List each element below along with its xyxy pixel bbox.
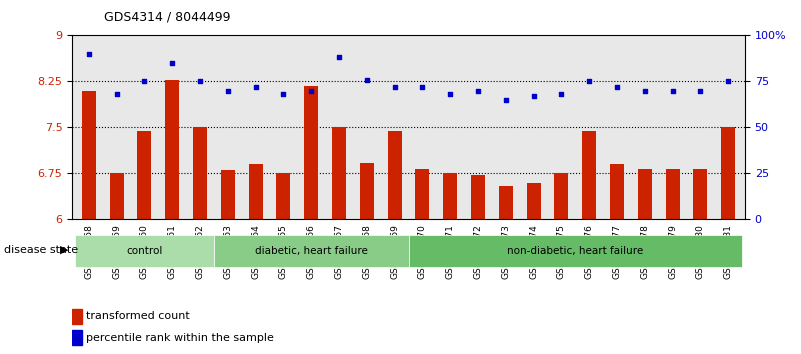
Bar	[527, 183, 541, 219]
Text: non-diabetic, heart failure: non-diabetic, heart failure	[507, 246, 643, 256]
Point	[360, 77, 373, 82]
Bar	[610, 164, 624, 219]
Bar	[416, 169, 429, 219]
Bar	[499, 186, 513, 219]
FancyBboxPatch shape	[214, 235, 409, 267]
Bar	[221, 170, 235, 219]
Text: percentile rank within the sample: percentile rank within the sample	[86, 332, 273, 343]
Bar	[582, 131, 596, 219]
Bar	[82, 91, 96, 219]
Point	[583, 79, 596, 84]
Point	[83, 51, 95, 57]
Point	[472, 88, 485, 93]
Text: control: control	[127, 246, 163, 256]
Bar	[110, 173, 123, 219]
Point	[666, 88, 679, 93]
Bar	[721, 127, 735, 219]
Bar	[443, 173, 457, 219]
Text: ▶: ▶	[60, 245, 69, 255]
Point	[166, 60, 179, 66]
Bar	[554, 173, 569, 219]
Text: disease state: disease state	[4, 245, 78, 255]
Bar	[471, 175, 485, 219]
Point	[416, 84, 429, 90]
Point	[388, 84, 401, 90]
Point	[194, 79, 207, 84]
Point	[610, 84, 623, 90]
Bar	[138, 131, 151, 219]
Bar	[165, 80, 179, 219]
Point	[444, 91, 457, 97]
Point	[499, 97, 512, 103]
Bar	[694, 169, 707, 219]
Point	[527, 93, 540, 99]
FancyBboxPatch shape	[409, 235, 743, 267]
Bar	[276, 173, 290, 219]
Text: diabetic, heart failure: diabetic, heart failure	[255, 246, 368, 256]
Bar	[304, 86, 318, 219]
Point	[221, 88, 234, 93]
Bar	[388, 131, 401, 219]
Point	[277, 91, 290, 97]
Bar	[72, 330, 83, 345]
Point	[332, 55, 345, 60]
Point	[638, 88, 651, 93]
Bar	[360, 163, 374, 219]
Text: GDS4314 / 8044499: GDS4314 / 8044499	[104, 11, 231, 24]
Point	[305, 88, 318, 93]
Bar	[638, 169, 652, 219]
Text: transformed count: transformed count	[86, 311, 189, 321]
Point	[138, 79, 151, 84]
Point	[722, 79, 735, 84]
Point	[555, 91, 568, 97]
Point	[249, 84, 262, 90]
Bar	[666, 169, 679, 219]
Bar	[248, 164, 263, 219]
Point	[111, 91, 123, 97]
Bar	[72, 309, 83, 324]
Bar	[332, 127, 346, 219]
Bar	[193, 127, 207, 219]
FancyBboxPatch shape	[74, 235, 214, 267]
Point	[694, 88, 706, 93]
